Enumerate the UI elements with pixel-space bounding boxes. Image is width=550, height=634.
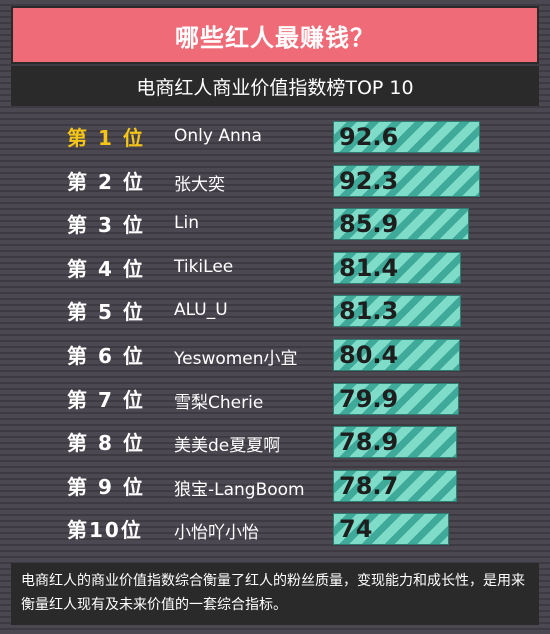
influencer-name: 狼宝-LangBoom (174, 479, 305, 500)
value-label: 92.6 (339, 123, 399, 151)
footnote-box: 电商红人的商业价值指数综合衡量了红人的粉丝质量，变现能力和成长性，是用来衡量红人… (11, 563, 539, 625)
subtitle-banner: 电商红人商业价值指数榜TOP 10 (11, 66, 539, 106)
value-label: 74 (339, 515, 373, 544)
page-title: 哪些红人最赚钱？ (175, 23, 375, 52)
table-row: 第10位 小怡吖小怡 74 (0, 510, 550, 550)
value-bar (333, 382, 459, 415)
value-label: 81.4 (339, 253, 399, 282)
table-row: 第 7 位 雪梨Cherie 79.9 (0, 380, 550, 420)
influencer-name: 张大奕 (174, 174, 225, 195)
value-label: 85.9 (339, 210, 399, 239)
title-banner: 哪些红人最赚钱？ (11, 6, 539, 64)
influencer-name: Yeswomen小宜 (174, 349, 298, 369)
value-bar (333, 251, 461, 284)
influencer-name: ALU_U (174, 300, 228, 321)
footnote-text: 电商红人的商业价值指数综合衡量了红人的粉丝质量，变现能力和成长性，是用来衡量红人… (21, 573, 525, 613)
table-row: 第 4 位 TikiLee 81.4 (0, 249, 550, 289)
table-row: 第 6 位 Yeswomen小宜 80.4 (0, 336, 550, 376)
value-label: 80.4 (339, 341, 399, 369)
rank-label: 第 9 位 (67, 474, 145, 499)
table-row: 第 3 位 Lin 85.9 (0, 205, 550, 245)
table-row: 第 1 位 Only Anna 92.6 (0, 118, 550, 158)
table-row: 第 8 位 美美de夏夏啊 78.9 (0, 423, 550, 463)
value-bar (333, 513, 449, 546)
value-bar (333, 208, 469, 241)
value-bar (333, 164, 480, 197)
influencer-name: 雪梨Cherie (174, 392, 264, 413)
rank-label: 第10位 (67, 518, 143, 543)
value-bar (333, 121, 480, 153)
influencer-name: Lin (174, 213, 199, 234)
value-label: 81.3 (339, 297, 399, 326)
value-label: 78.7 (339, 471, 399, 500)
rank-label: 第 4 位 (67, 256, 145, 281)
rank-label: 第 1 位 (67, 126, 145, 150)
influencer-name: 美美de夏夏啊 (174, 436, 281, 457)
value-bar (333, 295, 461, 328)
value-bar (333, 339, 460, 371)
value-bar (333, 469, 457, 502)
influencer-name: TikiLee (174, 256, 234, 277)
influencer-name: Only Anna (174, 126, 262, 146)
rank-label: 第 2 位 (67, 169, 145, 194)
rank-label: 第 5 位 (67, 300, 145, 325)
value-label: 78.9 (339, 428, 399, 457)
table-row: 第 5 位 ALU_U 81.3 (0, 292, 550, 332)
rank-label: 第 8 位 (67, 431, 145, 456)
influencer-name: 小怡吖小怡 (174, 523, 259, 544)
value-label: 92.3 (339, 166, 399, 195)
rank-label: 第 6 位 (67, 344, 145, 368)
chart-subtitle: 电商红人商业价值指数榜TOP 10 (136, 76, 414, 99)
table-row: 第 2 位 张大奕 92.3 (0, 162, 550, 202)
rank-label: 第 7 位 (67, 387, 145, 412)
rank-label: 第 3 位 (67, 213, 145, 238)
table-row: 第 9 位 狼宝-LangBoom 78.7 (0, 467, 550, 507)
value-label: 79.9 (339, 384, 399, 413)
value-bar (333, 426, 457, 459)
